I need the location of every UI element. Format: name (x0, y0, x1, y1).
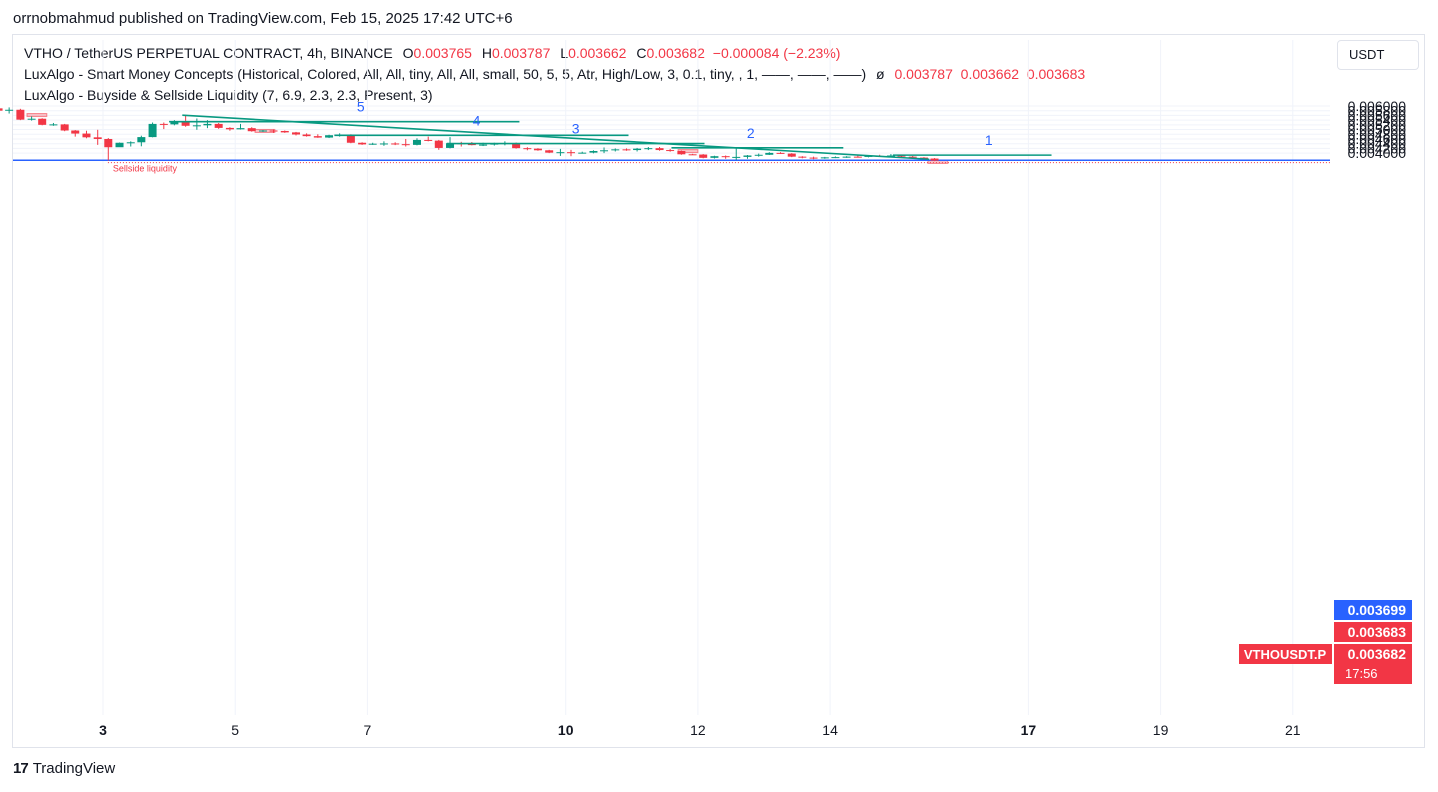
legend-change: −0.000084 (−2.23%) (712, 45, 841, 61)
tradingview-logo[interactable]: 17 TradingView (13, 760, 115, 777)
candle-body (0, 108, 3, 111)
legend-high-key: H (481, 45, 492, 61)
legend-indicator2[interactable]: LuxAlgo - Buyside & Sellside Liquidity (… (24, 87, 433, 103)
legend-low-key: L (560, 45, 569, 61)
chart-frame (12, 34, 1425, 748)
legend-open-key: O (402, 45, 414, 61)
tradingview-logo-text: TradingView (32, 760, 116, 777)
legend-symbol-row: VTHO / TetherUS PERPETUAL CONTRACT, 4h, … (24, 45, 840, 61)
publisher-line: orrnobmahmud published on TradingView.co… (13, 10, 513, 27)
legend-open-value: 0.003765 (413, 45, 472, 61)
tradingview-logo-icon: 17 (13, 760, 29, 777)
legend-high-value: 0.003787 (491, 45, 551, 61)
legend-symbol[interactable]: VTHO / TetherUS PERPETUAL CONTRACT, 4h, … (24, 45, 393, 61)
currency-button[interactable]: USDT (1337, 40, 1419, 70)
legend-indicator1-values: 0.003787 0.003662 0.003683 (894, 66, 1086, 82)
legend-close-key: C (636, 45, 647, 61)
visibility-icon[interactable]: ø (876, 66, 885, 82)
legend-low-value: 0.003662 (568, 45, 627, 61)
legend-close-value: 0.003682 (646, 45, 705, 61)
legend-indicator2-row: LuxAlgo - Buyside & Sellside Liquidity (… (24, 87, 433, 103)
legend-indicator1[interactable]: LuxAlgo - Smart Money Concepts (Historic… (24, 66, 867, 82)
legend-indicator1-row: LuxAlgo - Smart Money Concepts (Historic… (24, 66, 1085, 82)
